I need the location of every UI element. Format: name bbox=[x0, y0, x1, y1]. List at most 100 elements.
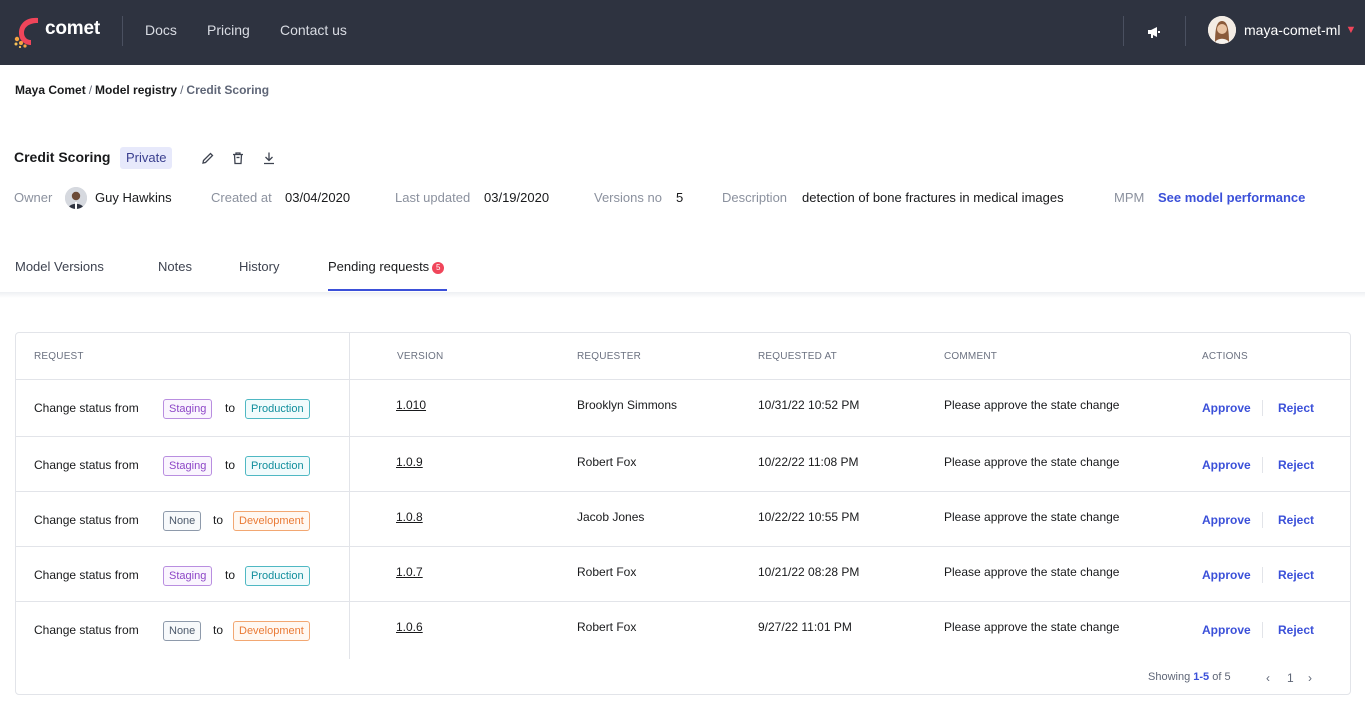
breadcrumb-current: Credit Scoring bbox=[186, 83, 270, 97]
chevron-left-icon[interactable]: ‹ bbox=[1266, 671, 1270, 685]
user-menu[interactable]: maya-comet-ml ▼ bbox=[1208, 16, 1356, 44]
to-word: to bbox=[225, 458, 236, 472]
reject-button[interactable]: Reject bbox=[1278, 401, 1315, 415]
page-number[interactable]: 1 bbox=[1287, 671, 1294, 685]
from-status-tag: None bbox=[163, 621, 202, 641]
see-model-performance-link[interactable]: See model performance bbox=[1158, 190, 1306, 205]
table-row: Change status from Staging to Production 1.0… bbox=[16, 546, 1350, 601]
total-count: 5 bbox=[1224, 671, 1231, 683]
version-link[interactable]: 1.0.9 bbox=[396, 455, 423, 469]
tab-model-versions[interactable]: Model Versions bbox=[15, 259, 104, 274]
request-prefix: Change status from bbox=[34, 623, 139, 637]
showing-label: Showing bbox=[1148, 671, 1191, 683]
comment-text: Please approve the state change bbox=[944, 398, 1120, 412]
visibility-badge: Private bbox=[120, 147, 173, 169]
updated-value: 03/19/2020 bbox=[484, 190, 550, 205]
requester-name: Robert Fox bbox=[577, 565, 637, 579]
logo-text: comet bbox=[45, 18, 100, 39]
comet-logo[interactable]: comet bbox=[14, 14, 100, 49]
reject-button[interactable]: Reject bbox=[1278, 513, 1315, 527]
request-prefix: Change status from bbox=[34, 401, 139, 415]
created-label: Created at bbox=[211, 190, 272, 205]
table-row: Change status from Staging to Production 1.0… bbox=[16, 379, 1350, 434]
description-label: Description bbox=[722, 190, 788, 205]
from-status-tag: Staging bbox=[163, 566, 213, 586]
to-word: to bbox=[213, 513, 224, 527]
comment-text: Please approve the state change bbox=[944, 565, 1120, 579]
breadcrumb: Maya Comet / Model registry / Credit Scoring bbox=[15, 83, 269, 97]
tabs-shadow bbox=[0, 292, 1365, 298]
to-status-tag: Production bbox=[245, 456, 310, 476]
nav-docs-link[interactable]: Docs bbox=[145, 22, 177, 38]
action-divider bbox=[1262, 622, 1263, 638]
user-name: maya-comet-ml bbox=[1244, 22, 1341, 38]
download-icon[interactable] bbox=[261, 150, 277, 166]
owner-name[interactable]: Guy Hawkins bbox=[95, 190, 172, 205]
tab-pending-requests[interactable]: Pending requests 5 bbox=[328, 259, 445, 274]
from-status-tag: None bbox=[163, 511, 202, 531]
action-divider bbox=[1262, 400, 1263, 416]
approve-button[interactable]: Approve bbox=[1202, 623, 1251, 637]
tab-label: Pending requests bbox=[328, 259, 430, 274]
reject-button[interactable]: Reject bbox=[1278, 623, 1315, 637]
requester-name: Robert Fox bbox=[577, 620, 637, 634]
nav-divider bbox=[1185, 16, 1186, 46]
reject-button[interactable]: Reject bbox=[1278, 568, 1315, 582]
reject-button[interactable]: Reject bbox=[1278, 458, 1315, 472]
requested-at: 10/31/22 10:52 PM bbox=[758, 398, 860, 412]
avatar bbox=[65, 187, 87, 209]
version-link[interactable]: 1.0.8 bbox=[396, 510, 423, 524]
edit-icon[interactable] bbox=[200, 150, 216, 166]
pending-requests-table: REQUEST VERSION REQUESTER REQUESTED AT C… bbox=[15, 332, 1351, 695]
approve-button[interactable]: Approve bbox=[1202, 458, 1251, 472]
approve-button[interactable]: Approve bbox=[1202, 401, 1251, 415]
request-prefix: Change status from bbox=[34, 513, 139, 527]
comment-text: Please approve the state change bbox=[944, 620, 1120, 634]
showing-range: 1-5 bbox=[1193, 671, 1210, 683]
top-navigation-bar: comet Docs Pricing Contact us maya-comet… bbox=[0, 0, 1365, 65]
nav-divider bbox=[1123, 16, 1124, 46]
to-word: to bbox=[225, 568, 236, 582]
to-status-tag: Production bbox=[245, 399, 310, 419]
column-divider bbox=[349, 333, 350, 659]
comet-logo-icon bbox=[14, 14, 40, 49]
to-word: to bbox=[225, 401, 236, 415]
delete-icon[interactable] bbox=[230, 150, 246, 166]
of-label: of bbox=[1212, 671, 1222, 683]
chevron-right-icon[interactable]: › bbox=[1308, 671, 1312, 685]
breadcrumb-workspace[interactable]: Maya Comet bbox=[15, 83, 86, 97]
tab-history[interactable]: History bbox=[239, 259, 280, 274]
approve-button[interactable]: Approve bbox=[1202, 568, 1251, 582]
comment-text: Please approve the state change bbox=[944, 455, 1120, 469]
requester-name: Jacob Jones bbox=[577, 510, 645, 524]
approve-button[interactable]: Approve bbox=[1202, 513, 1251, 527]
nav-contact-link[interactable]: Contact us bbox=[280, 22, 347, 38]
to-word: to bbox=[213, 623, 224, 637]
requested-at: 10/22/22 11:08 PM bbox=[758, 455, 859, 469]
versions-value: 5 bbox=[676, 190, 684, 205]
mpm-label: MPM bbox=[1114, 190, 1145, 205]
action-divider bbox=[1262, 567, 1263, 583]
header-requester: REQUESTER bbox=[577, 351, 642, 362]
header-requested-at: REQUESTED AT bbox=[758, 351, 837, 362]
header-actions: ACTIONS bbox=[1202, 351, 1248, 362]
table-row: Change status from None to Development 1.0.6… bbox=[16, 601, 1350, 656]
request-prefix: Change status from bbox=[34, 568, 139, 582]
updated-label: Last updated bbox=[395, 190, 471, 205]
action-divider bbox=[1262, 512, 1263, 528]
megaphone-icon[interactable] bbox=[1145, 23, 1163, 41]
tab-notes[interactable]: Notes bbox=[158, 259, 192, 274]
owner-label: Owner bbox=[14, 190, 53, 205]
nav-pricing-link[interactable]: Pricing bbox=[207, 22, 250, 38]
breadcrumb-model-registry[interactable]: Model registry bbox=[95, 83, 178, 97]
requested-at: 10/21/22 08:28 PM bbox=[758, 565, 860, 579]
created-value: 03/04/2020 bbox=[285, 190, 351, 205]
breadcrumb-separator: / bbox=[180, 83, 184, 97]
request-prefix: Change status from bbox=[34, 458, 139, 472]
version-link[interactable]: 1.0.7 bbox=[396, 565, 423, 579]
version-link[interactable]: 1.0.6 bbox=[396, 620, 423, 634]
to-status-tag: Development bbox=[233, 621, 310, 641]
version-link[interactable]: 1.010 bbox=[396, 398, 427, 412]
active-tab-indicator bbox=[328, 289, 447, 291]
avatar bbox=[1208, 16, 1236, 44]
